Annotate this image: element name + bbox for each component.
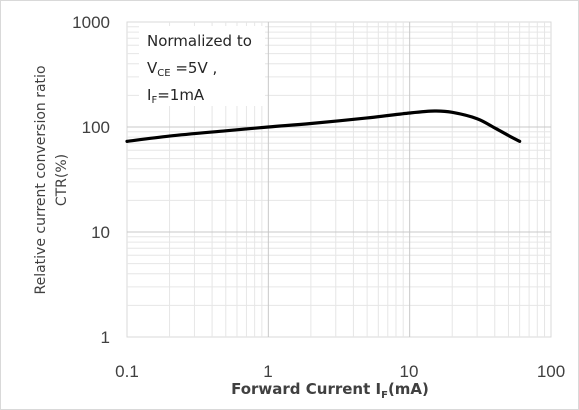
x-tick-label: 0.1 xyxy=(115,362,139,381)
x-tick-label: 1 xyxy=(263,362,272,381)
annotation-line1: Normalized to xyxy=(147,32,252,50)
annotation-line3: IF=1mA xyxy=(147,86,205,106)
x-tick-label: 100 xyxy=(537,362,565,381)
annotation-background xyxy=(139,26,265,106)
y-tick-label: 1000 xyxy=(72,13,110,32)
x-axis-title: Forward Current IF(mA) xyxy=(231,380,429,401)
major-gridlines xyxy=(127,22,551,337)
y-axis-title-line1: Relative current conversion ratio xyxy=(33,65,49,294)
y-axis-title: Relative current conversion ratio CTR(%) xyxy=(33,65,70,294)
y-axis-title-line2: CTR(%) xyxy=(54,154,70,206)
plot-area xyxy=(126,21,552,338)
x-tick-label: 10 xyxy=(400,362,419,381)
series-group xyxy=(125,109,522,143)
ctr-series-line xyxy=(125,109,522,143)
annotation-box: Normalized to VCE =5V , IF=1mA xyxy=(139,26,265,106)
y-tick-label: 10 xyxy=(91,223,110,242)
y-tick-label: 100 xyxy=(82,118,110,137)
annotation-line2: VCE =5V , xyxy=(147,59,217,79)
y-tick-label: 1 xyxy=(101,328,110,347)
